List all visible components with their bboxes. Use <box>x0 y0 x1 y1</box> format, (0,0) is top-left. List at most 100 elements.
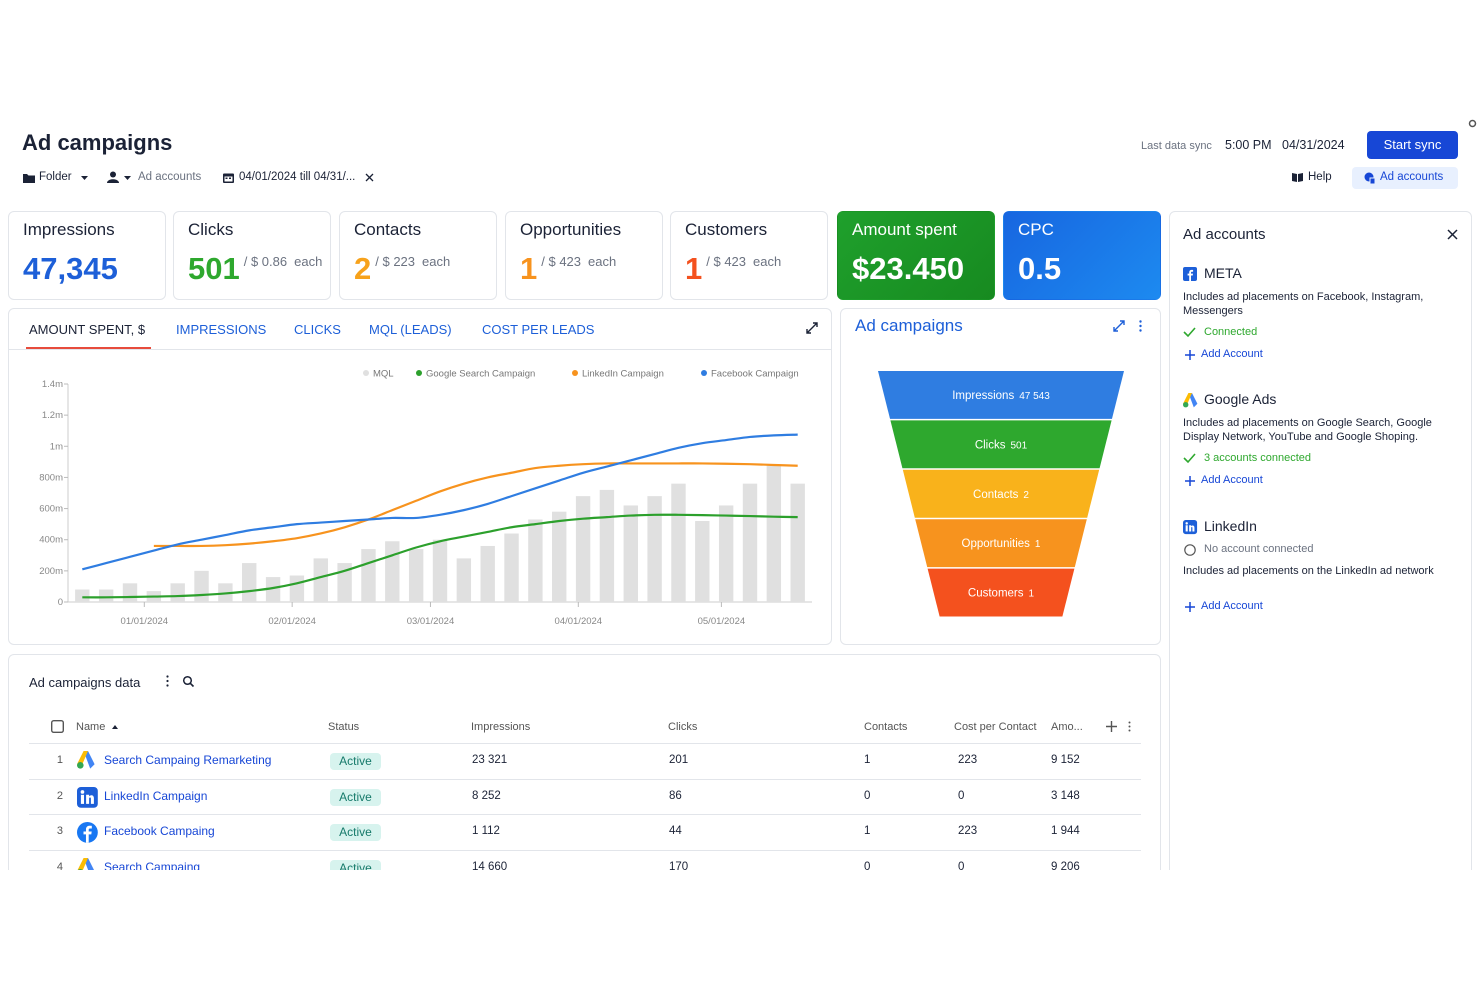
icon-shape <box>229 177 231 179</box>
column-header[interactable]: Status <box>328 721 360 733</box>
status-badge: Active <box>330 753 381 770</box>
kpi-value-row: 0.5 <box>1018 250 1061 287</box>
column-header[interactable]: Impressions <box>471 721 531 733</box>
kpi-value-row: 47,345 <box>23 250 118 287</box>
status-icon <box>1183 453 1196 464</box>
table-cell: 1 944 <box>1051 825 1080 837</box>
caret <box>81 176 88 180</box>
icon-shape <box>1369 177 1376 185</box>
platform-icon <box>1183 520 1198 535</box>
more-icon[interactable] <box>1139 320 1142 332</box>
status-badge: Active <box>330 824 381 841</box>
select-all-checkbox[interactable] <box>50 719 65 734</box>
column-header[interactable]: Amo... <box>1051 721 1083 733</box>
kpi-value-row: $23.450 <box>852 250 964 287</box>
expand-icon[interactable] <box>806 322 818 334</box>
chart-tab[interactable]: MQL (LEADS) <box>369 322 452 337</box>
add-icon[interactable] <box>1185 602 1195 612</box>
icon-shape <box>1106 721 1117 732</box>
icon-shape <box>1183 402 1189 408</box>
table-cell: 0 <box>864 789 871 802</box>
column-header[interactable]: Name <box>76 721 106 733</box>
icon-shape <box>1189 525 1195 532</box>
icon-shape <box>1185 522 1188 525</box>
platform-description: Includes ad placements on Google Search,… <box>1183 417 1432 443</box>
clear-icon[interactable] <box>365 173 374 182</box>
icon-shape <box>1185 476 1195 486</box>
chart-tab[interactable]: CLICKS <box>294 322 341 337</box>
help-link[interactable]: Help <box>1308 171 1332 183</box>
chart-tab[interactable]: COST PER LEADS <box>482 322 595 337</box>
folder-filter[interactable]: Folder <box>39 171 72 183</box>
icon-shape <box>1183 393 1198 408</box>
expand-icon[interactable] <box>1113 320 1125 332</box>
campaign-icon <box>77 751 95 769</box>
table-cell: 0 <box>864 860 871 871</box>
icon-shape <box>1113 320 1125 332</box>
icon-shape <box>110 171 116 178</box>
add-icon[interactable] <box>1185 476 1195 486</box>
column-header[interactable]: Cost per Contact <box>954 721 1037 733</box>
icon-shape <box>83 751 95 769</box>
campaign-name[interactable]: LinkedIn Campaign <box>104 788 208 803</box>
kpi-value: 1 <box>685 251 703 286</box>
kpi-card: CPC 0.5 <box>1003 211 1161 300</box>
platform-description: Includes ad placements on Facebook, Inst… <box>1183 291 1424 317</box>
row-divider <box>29 849 1141 851</box>
campaign-name[interactable]: Facebook Campaing <box>104 824 215 838</box>
ad-accounts-button-label: Ad accounts <box>1380 171 1444 183</box>
add-account-link[interactable]: Add Account <box>1201 348 1263 360</box>
more-icon[interactable] <box>166 675 169 687</box>
icon-shape <box>1183 327 1196 338</box>
icon-shape <box>1185 525 1188 532</box>
icon-shape <box>1185 350 1195 360</box>
icon-shape <box>1185 602 1195 612</box>
accounts-filter[interactable]: Ad accounts <box>138 171 202 183</box>
kpi-rate: / $ 423 <box>706 254 747 269</box>
kpi-card: Amount spent $23.450 <box>837 211 995 300</box>
chart-tab[interactable]: AMOUNT SPENT, $ <box>29 322 146 337</box>
add-icon[interactable] <box>1185 350 1195 360</box>
table-cell: 1 <box>864 825 871 837</box>
connection-status: Connected <box>1204 326 1258 338</box>
sort-icon <box>112 725 118 729</box>
kpi-label: Amount spent <box>852 220 957 239</box>
add-account-link[interactable]: Add Account <box>1201 474 1263 486</box>
platform-name: Google Ads <box>1204 391 1277 407</box>
ad-accounts-button[interactable]: Ad accounts <box>1352 167 1458 189</box>
kpi-value: 47,345 <box>23 251 118 286</box>
column-header[interactable]: Contacts <box>864 721 908 733</box>
platform-icon <box>1183 393 1198 408</box>
icon-shape <box>1128 729 1131 732</box>
icon-shape <box>224 176 233 182</box>
date-range[interactable]: 04/01/2024 till 04/31/... <box>239 171 356 183</box>
funnel-title: Ad campaigns <box>855 316 963 335</box>
viewport: Ad campaigns Folder Ad accounts 04/01/2024 … <box>8 119 1477 871</box>
add-column-icon[interactable] <box>1106 721 1117 732</box>
platform-icon <box>1183 267 1197 281</box>
close-icon[interactable] <box>1447 229 1458 240</box>
start-sync-button[interactable]: Start sync <box>1367 131 1458 159</box>
icon-shape <box>77 857 95 870</box>
status-badge: Active <box>330 859 381 870</box>
column-header[interactable]: Clicks <box>668 721 698 733</box>
icon-shape <box>225 177 228 179</box>
campaign-name[interactable]: Search Campaing <box>104 859 201 871</box>
search-icon[interactable] <box>182 675 195 688</box>
icon-shape <box>189 682 195 688</box>
sync-time: 5:00 PM <box>1225 138 1272 152</box>
more-icon[interactable] <box>1128 721 1131 732</box>
kpi-label: Clicks <box>188 220 234 239</box>
add-account-link[interactable]: Add Account <box>1201 600 1263 612</box>
icon-shape <box>50 719 65 734</box>
row-divider <box>29 814 1141 815</box>
status-badge: Active <box>330 788 381 806</box>
icon-shape <box>1128 721 1131 724</box>
active-tab-indicator <box>26 347 151 349</box>
table-cell: 0 <box>958 789 965 802</box>
kpi-value: $23.450 <box>852 251 965 286</box>
chart-tab[interactable]: IMPRESSIONS <box>176 322 267 337</box>
icon-shape <box>77 751 95 769</box>
campaign-name[interactable]: Search Campaing Remarketing <box>104 753 272 767</box>
